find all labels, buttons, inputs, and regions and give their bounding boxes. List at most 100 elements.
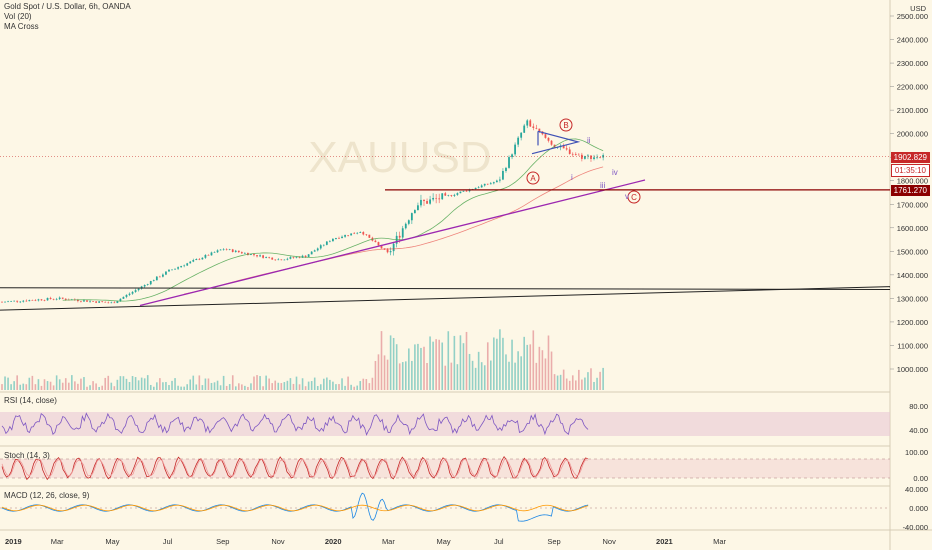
volume-bar bbox=[180, 386, 182, 390]
volume-bar bbox=[338, 384, 340, 390]
volume-bar bbox=[350, 384, 352, 390]
candle-body bbox=[544, 134, 547, 138]
volume-bar bbox=[274, 380, 277, 390]
candle-body bbox=[486, 183, 489, 185]
candle-body bbox=[234, 250, 237, 252]
indicator-tick-label: 100.00 bbox=[905, 448, 928, 457]
volume-bar bbox=[462, 343, 465, 390]
price-tick-label: 1800.000 bbox=[897, 177, 928, 186]
volume-bar bbox=[116, 379, 119, 390]
candle-body bbox=[177, 267, 179, 269]
candle-body bbox=[110, 302, 113, 304]
volume-bar bbox=[368, 383, 371, 390]
volume-bar bbox=[198, 375, 201, 390]
volume-bar bbox=[535, 362, 538, 390]
volume-bar bbox=[493, 337, 495, 390]
time-tick-label: 2021 bbox=[656, 537, 673, 546]
candle-body bbox=[134, 290, 137, 292]
volume-bar bbox=[456, 364, 459, 390]
candle-body bbox=[401, 228, 404, 238]
volume-indicator-label[interactable]: Vol (20) bbox=[4, 12, 32, 21]
volume-bar bbox=[587, 372, 589, 390]
wave-label-iii: iii bbox=[600, 181, 606, 190]
volume-bar bbox=[107, 375, 110, 390]
volume-bar bbox=[83, 377, 85, 390]
candle-body bbox=[283, 259, 286, 261]
symbol-title[interactable]: Gold Spot / U.S. Dollar, 6h, OANDA bbox=[4, 2, 131, 11]
macd-line bbox=[1, 492, 589, 522]
candle-body bbox=[565, 148, 568, 150]
candle-body bbox=[353, 233, 356, 235]
volume-bar bbox=[420, 347, 422, 390]
candle-body bbox=[350, 233, 353, 236]
volume-bar bbox=[483, 365, 486, 390]
volume-bar bbox=[417, 343, 419, 390]
candle-body bbox=[480, 185, 483, 188]
price-tick-label: 1500.000 bbox=[897, 247, 928, 256]
volume-bar bbox=[414, 344, 416, 390]
candle-body bbox=[113, 302, 116, 304]
volume-bar bbox=[295, 376, 298, 390]
volume-bar bbox=[140, 377, 143, 390]
rsi-label[interactable]: RSI (14, close) bbox=[4, 396, 57, 405]
candle-body bbox=[213, 252, 216, 253]
candle-body bbox=[596, 157, 598, 158]
volume-bar bbox=[499, 329, 501, 390]
candle-body bbox=[328, 241, 331, 242]
candle-body bbox=[420, 199, 422, 206]
volume-bar bbox=[505, 354, 507, 390]
candle-body bbox=[392, 243, 395, 252]
time-tick-label: Jul bbox=[494, 537, 504, 546]
volume-bar bbox=[353, 386, 355, 390]
volume-bar bbox=[28, 377, 31, 390]
candle-body bbox=[292, 257, 295, 258]
volume-bar bbox=[468, 353, 471, 390]
candle-body bbox=[514, 144, 516, 155]
volume-bar bbox=[514, 362, 516, 390]
candle-body bbox=[587, 155, 589, 157]
volume-bar bbox=[550, 351, 553, 390]
price-axis[interactable]: 2500.000 2400.000 2300.000 2200.000 2100.000… bbox=[890, 12, 928, 532]
volume-bar bbox=[602, 367, 604, 390]
time-tick-label: 2019 bbox=[5, 537, 22, 546]
candle-body bbox=[95, 301, 98, 303]
volume-bar bbox=[304, 386, 307, 390]
volume-bar bbox=[67, 382, 70, 390]
time-tick-label: Nov bbox=[271, 537, 285, 546]
volume-bar bbox=[125, 378, 128, 390]
price-tick-label: 1300.000 bbox=[897, 294, 928, 303]
volume-bar bbox=[474, 367, 477, 390]
volume-bar bbox=[319, 384, 322, 390]
volume-bar bbox=[459, 335, 462, 390]
candle-body bbox=[520, 132, 523, 138]
ma-cross-indicator-label[interactable]: MA Cross bbox=[4, 22, 39, 31]
volume-bar bbox=[201, 385, 204, 390]
candle-body bbox=[505, 167, 507, 171]
volume-bar bbox=[268, 378, 270, 390]
stoch-label[interactable]: Stoch (14, 3) bbox=[4, 451, 50, 460]
time-axis[interactable]: 2019 Mar May Jul Sep Nov 2020 Mar May Jul Sep Nov 20… bbox=[5, 537, 727, 546]
candle-body bbox=[538, 128, 541, 132]
candle-body bbox=[186, 263, 189, 266]
volume-bar bbox=[359, 381, 362, 390]
volume-bar bbox=[575, 380, 577, 390]
candle-body bbox=[511, 154, 513, 158]
candle-body bbox=[280, 259, 283, 261]
ma-slow-line bbox=[184, 166, 604, 295]
volume-bar bbox=[377, 354, 380, 390]
candle-body bbox=[265, 256, 268, 258]
volume-bar bbox=[590, 368, 592, 390]
time-tick-label: 2020 bbox=[325, 537, 342, 546]
candle-body bbox=[450, 195, 453, 196]
volume-bar bbox=[486, 342, 489, 390]
volume-bar bbox=[508, 361, 510, 390]
macd-label[interactable]: MACD (12, 26, close, 9) bbox=[4, 491, 90, 500]
candle-body bbox=[459, 191, 462, 194]
volume-bar bbox=[4, 376, 6, 390]
candle-body bbox=[22, 300, 25, 302]
candle-body bbox=[523, 125, 526, 133]
time-tick-label: Sep bbox=[547, 537, 560, 546]
volume-bar bbox=[231, 375, 234, 390]
